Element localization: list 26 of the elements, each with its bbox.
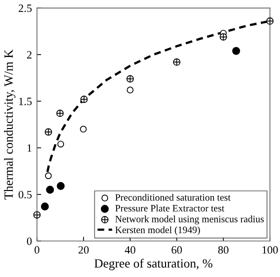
y-tick-label: 1.5 bbox=[19, 98, 32, 106]
y-tick-label: 0.5 bbox=[18, 190, 32, 198]
x-tick-label: 0 bbox=[34, 246, 40, 254]
point bbox=[45, 172, 52, 180]
point bbox=[46, 186, 54, 194]
x-axis-title: Degree of saturation, % bbox=[94, 258, 212, 270]
y-tick-label: 0 bbox=[26, 237, 32, 245]
x-tick-label: 20 bbox=[78, 246, 89, 254]
x-tick-label: 60 bbox=[172, 246, 182, 254]
point bbox=[40, 202, 49, 210]
point bbox=[80, 126, 87, 133]
y-tick-label: 2.5 bbox=[18, 4, 32, 12]
legend-label: Network model using meniscus radius bbox=[115, 215, 264, 224]
point bbox=[56, 182, 65, 190]
x-tick-label: 40 bbox=[124, 246, 136, 254]
y-tick-label: 2 bbox=[27, 51, 32, 58]
point bbox=[126, 86, 134, 94]
legend-label: Kersten model (1949) bbox=[115, 226, 200, 236]
point bbox=[232, 46, 240, 55]
x-tick-label: 80 bbox=[218, 246, 228, 254]
x-tick-label: 100 bbox=[262, 246, 278, 254]
y-tick-label: 1 bbox=[28, 144, 32, 152]
point bbox=[57, 140, 64, 148]
y-axis-title: Thermal conductivity, W/m K bbox=[4, 49, 16, 200]
legend-label: Pressure Plate Extractor test bbox=[115, 204, 224, 212]
legend-label: Preconditioned saturation test bbox=[115, 194, 231, 201]
